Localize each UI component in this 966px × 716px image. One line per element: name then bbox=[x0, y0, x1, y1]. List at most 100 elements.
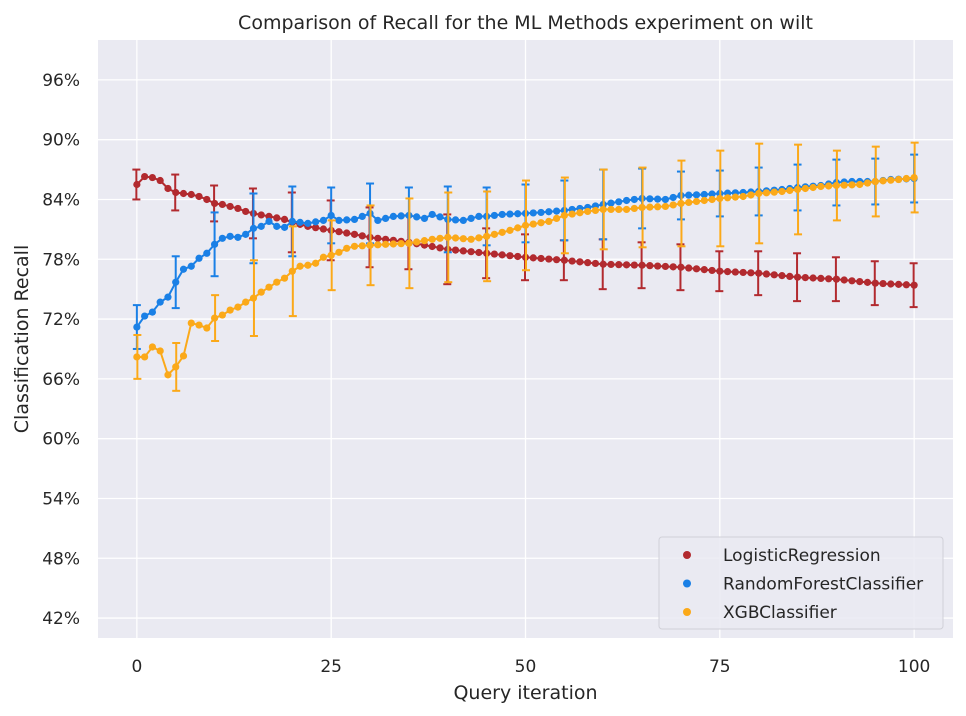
data-point bbox=[708, 195, 716, 204]
data-point bbox=[591, 206, 600, 215]
data-point bbox=[350, 215, 359, 223]
data-point bbox=[894, 280, 903, 288]
data-point bbox=[498, 210, 506, 219]
data-point bbox=[786, 186, 794, 195]
data-point bbox=[350, 242, 359, 250]
data-point bbox=[809, 183, 817, 192]
data-point bbox=[661, 202, 670, 211]
data-point bbox=[141, 353, 149, 361]
data-point bbox=[825, 182, 833, 190]
data-point bbox=[187, 190, 195, 199]
data-point bbox=[172, 188, 180, 197]
data-point bbox=[226, 306, 234, 314]
y-axis-title: Classification Recall bbox=[11, 245, 33, 433]
data-point bbox=[265, 212, 273, 221]
data-point bbox=[203, 249, 211, 257]
legend: LogisticRegression RandomForestClassifier… bbox=[658, 536, 944, 630]
data-point bbox=[521, 221, 530, 229]
data-point bbox=[210, 240, 219, 248]
data-point bbox=[498, 251, 506, 259]
data-point bbox=[141, 172, 149, 181]
data-point bbox=[459, 235, 467, 243]
data-point bbox=[708, 190, 716, 198]
y-tick-label: 96% bbox=[42, 71, 80, 91]
data-point bbox=[793, 273, 802, 281]
data-point bbox=[413, 213, 421, 221]
data-point bbox=[164, 371, 172, 379]
data-point bbox=[708, 266, 716, 275]
data-point bbox=[374, 234, 382, 242]
data-point bbox=[265, 217, 273, 225]
data-point bbox=[910, 281, 918, 289]
data-point bbox=[187, 262, 195, 270]
data-point bbox=[910, 173, 918, 182]
data-point bbox=[537, 254, 545, 263]
data-point bbox=[148, 173, 157, 182]
x-tick-label: 75 bbox=[709, 657, 731, 677]
data-point bbox=[343, 244, 351, 252]
data-point bbox=[879, 279, 887, 288]
data-point bbox=[871, 177, 879, 186]
x-tick-label: 50 bbox=[515, 657, 537, 677]
y-tick-label: 66% bbox=[42, 370, 80, 390]
data-point bbox=[288, 217, 296, 225]
data-point bbox=[739, 192, 747, 201]
data-point bbox=[863, 278, 872, 286]
data-point bbox=[234, 303, 242, 311]
data-point bbox=[615, 205, 623, 214]
y-tick-label: 42% bbox=[42, 609, 80, 629]
data-point bbox=[490, 250, 499, 258]
data-point bbox=[747, 191, 755, 199]
x-axis-ticks: 0 25 50 75 100 bbox=[131, 657, 930, 677]
data-point bbox=[607, 260, 615, 269]
data-point bbox=[273, 278, 281, 286]
data-point bbox=[514, 224, 522, 232]
data-point bbox=[420, 214, 429, 223]
x-tick-label: 0 bbox=[131, 657, 142, 677]
data-point bbox=[856, 180, 864, 189]
data-point bbox=[770, 271, 778, 279]
data-point bbox=[218, 234, 226, 242]
data-point bbox=[506, 226, 514, 234]
data-point bbox=[249, 224, 258, 232]
data-point bbox=[451, 234, 460, 242]
data-point bbox=[358, 232, 366, 240]
data-point bbox=[692, 191, 701, 199]
data-point bbox=[179, 189, 188, 198]
data-point bbox=[545, 208, 553, 216]
data-point bbox=[568, 257, 576, 265]
data-point bbox=[755, 189, 763, 198]
data-point bbox=[902, 174, 910, 183]
data-point bbox=[731, 193, 739, 201]
data-point bbox=[615, 198, 623, 206]
data-point bbox=[700, 266, 708, 274]
data-point bbox=[148, 308, 157, 316]
data-point bbox=[661, 195, 670, 204]
data-point bbox=[700, 196, 708, 205]
data-point bbox=[304, 219, 312, 227]
data-point bbox=[685, 264, 693, 272]
data-point bbox=[552, 256, 561, 264]
data-point bbox=[195, 192, 203, 201]
data-point bbox=[475, 248, 483, 257]
x-axis-title: Query iteration bbox=[453, 682, 597, 704]
data-point bbox=[848, 277, 856, 285]
data-point bbox=[156, 176, 164, 185]
data-point bbox=[374, 241, 382, 249]
data-point bbox=[226, 232, 234, 240]
data-point bbox=[568, 210, 576, 218]
data-point bbox=[677, 263, 685, 271]
data-point bbox=[669, 263, 677, 271]
data-point bbox=[529, 220, 537, 228]
data-point bbox=[280, 223, 289, 231]
data-point bbox=[654, 195, 662, 203]
data-point bbox=[203, 195, 211, 204]
data-point bbox=[288, 267, 296, 275]
data-point bbox=[234, 204, 242, 213]
data-point bbox=[778, 187, 786, 196]
y-tick-label: 78% bbox=[42, 250, 80, 270]
data-point bbox=[661, 262, 670, 271]
data-point bbox=[887, 176, 895, 184]
data-point bbox=[801, 184, 809, 193]
data-point bbox=[825, 275, 833, 283]
